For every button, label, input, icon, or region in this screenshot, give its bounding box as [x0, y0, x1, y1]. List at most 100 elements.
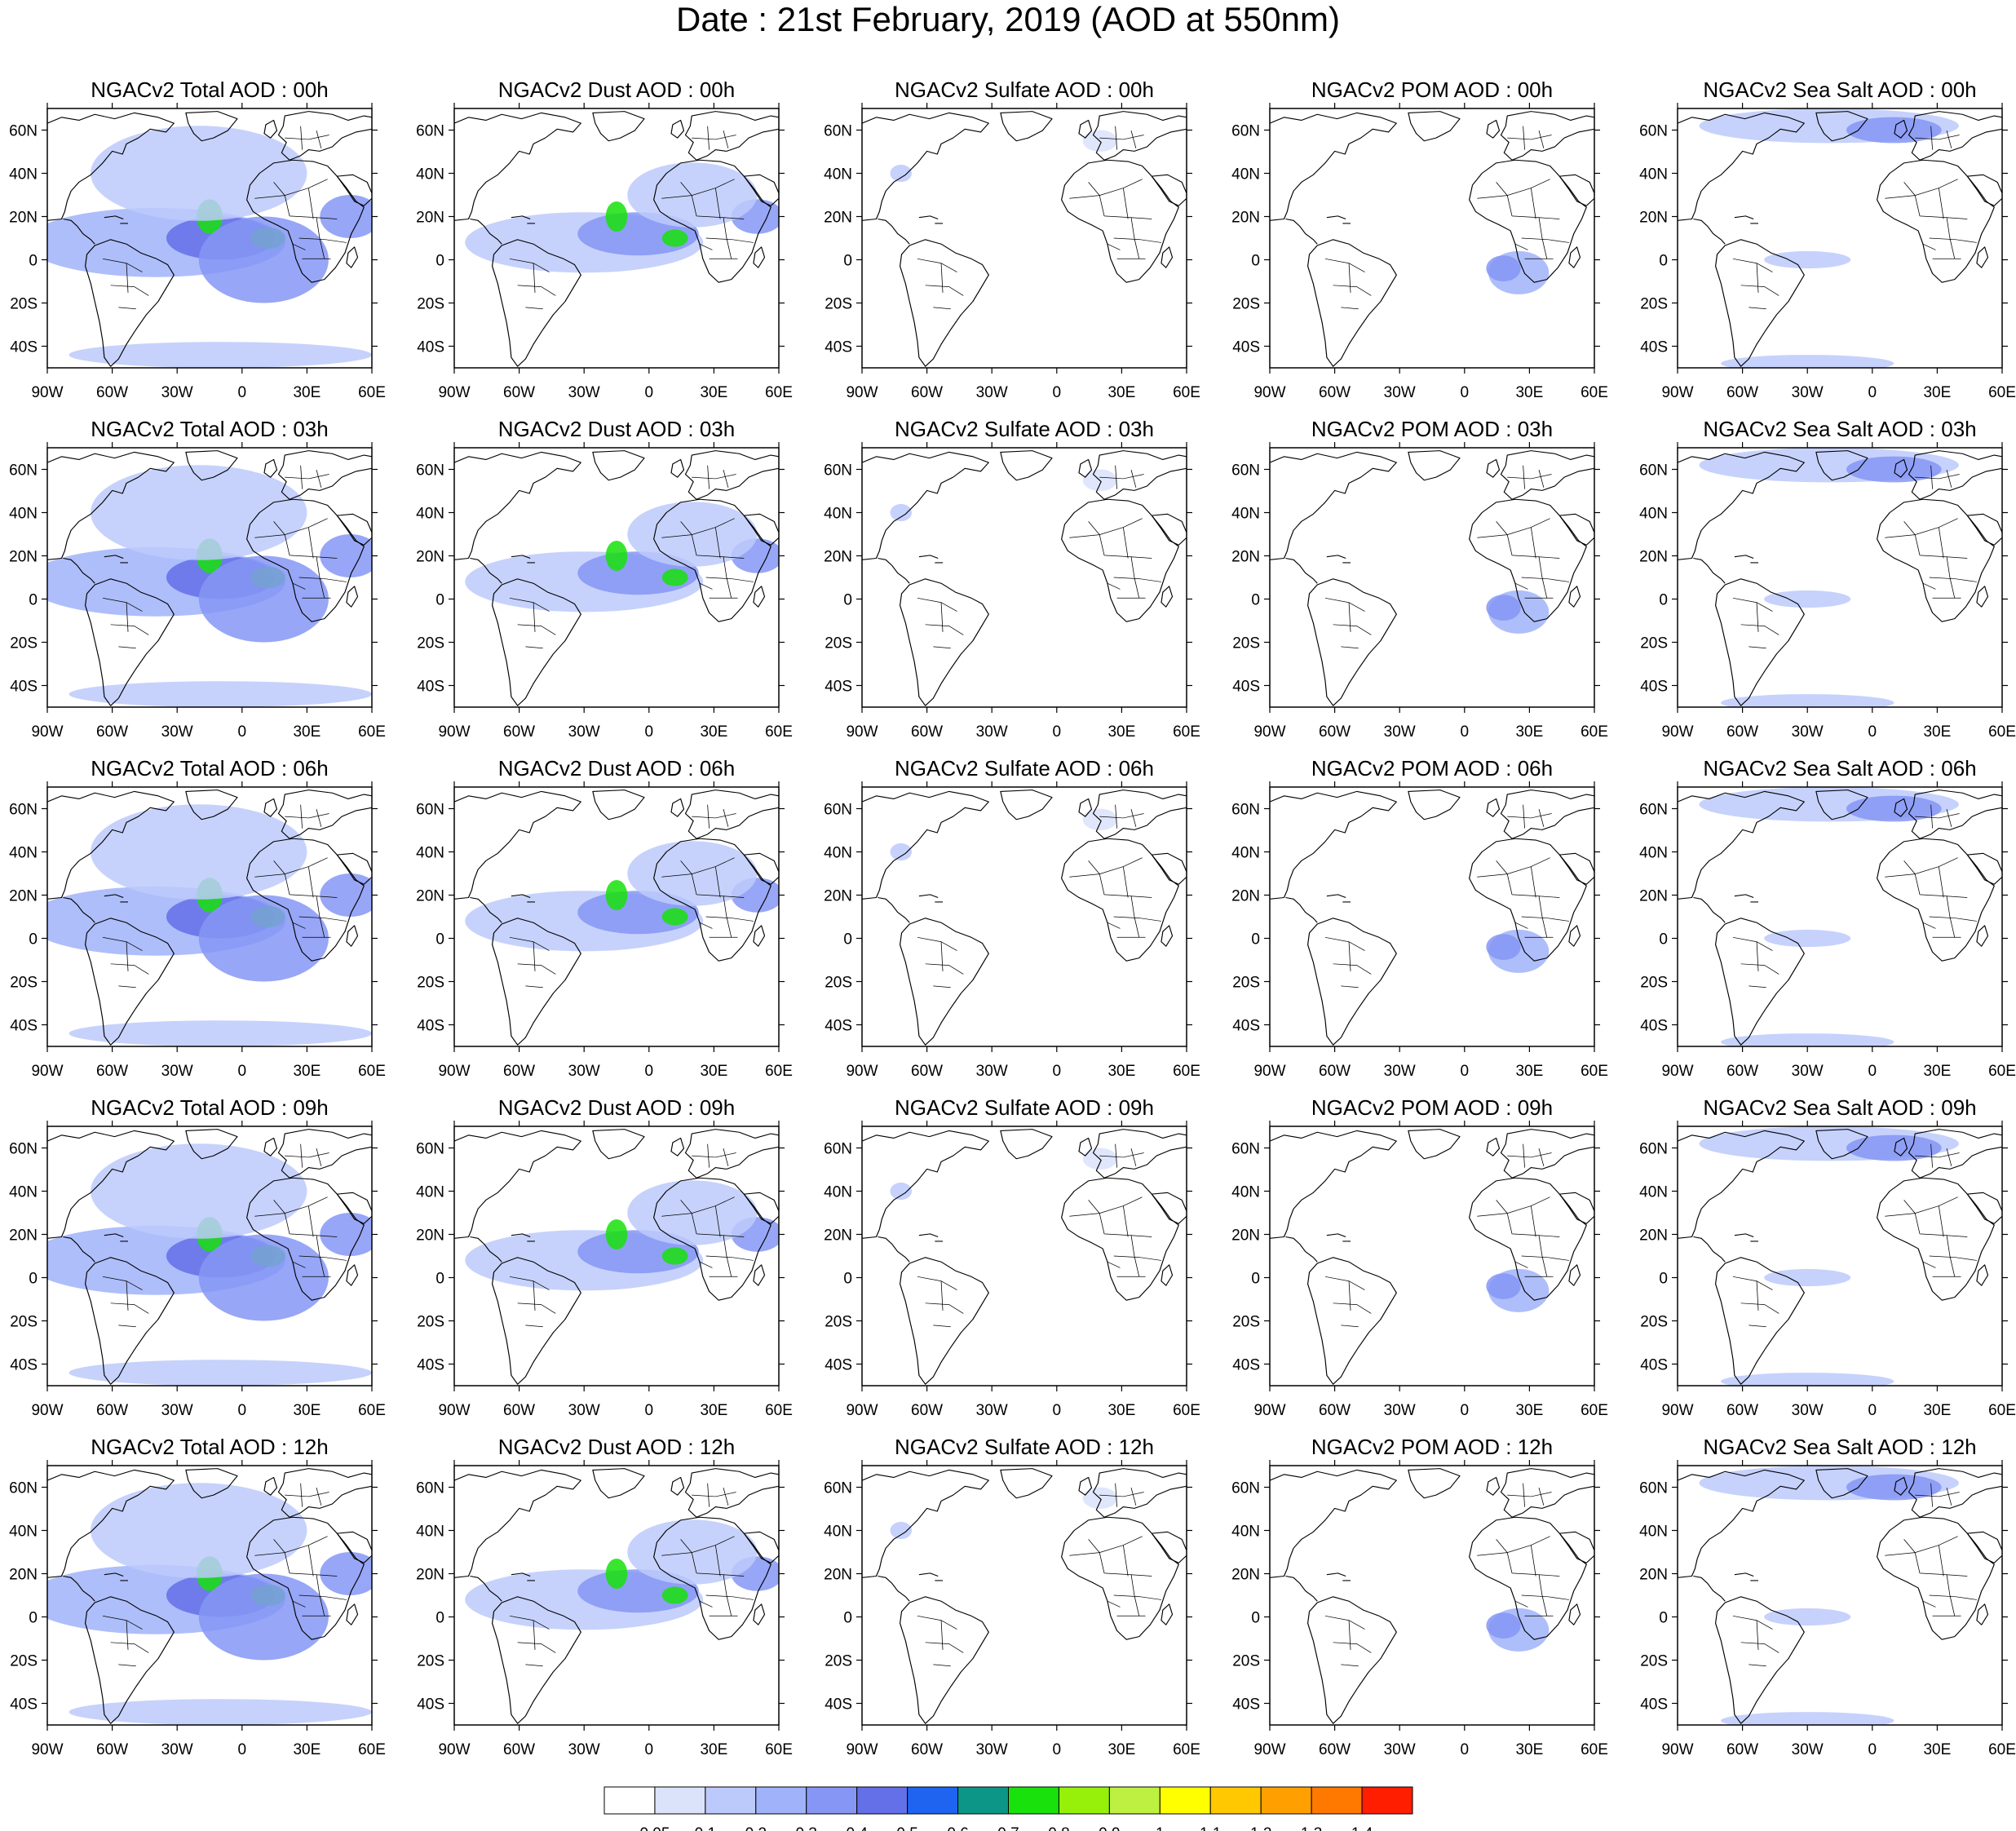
colorbar-label: 1	[1156, 1825, 1165, 1831]
lon-tick-label: 90W	[846, 1741, 878, 1758]
panel-title: NGACv2 Total AOD : 09h	[91, 1095, 328, 1120]
aerosol-plume	[1846, 1474, 1942, 1501]
aerosol-plume	[1486, 595, 1521, 621]
lon-tick-label: 30W	[1792, 1063, 1824, 1080]
lon-tick-label: 30W	[976, 1741, 1008, 1758]
lon-tick-label: 0	[1053, 1063, 1062, 1080]
lon-tick-label: 60W	[1319, 1402, 1351, 1419]
lat-tick-label: 40S	[10, 1018, 38, 1035]
lon-tick-label: 60W	[1319, 723, 1351, 741]
lon-tick-label: 30W	[1792, 384, 1824, 401]
aerosol-plume	[890, 1182, 913, 1201]
lat-tick-label: 40N	[1639, 1184, 1668, 1201]
lat-tick-label: 40N	[416, 845, 444, 862]
lat-tick-label: 40N	[824, 845, 852, 862]
lon-tick-label: 60W	[1726, 1063, 1758, 1080]
aerosol-plume	[91, 804, 307, 900]
lat-tick-label: 20S	[825, 1653, 852, 1670]
panel-title: NGACv2 Total AOD : 00h	[91, 77, 328, 102]
colorbar-box	[1209, 1786, 1262, 1815]
lon-tick-label: 0	[1868, 1063, 1877, 1080]
aerosol-plume	[627, 1519, 758, 1585]
lat-tick-label: 40N	[9, 166, 38, 184]
aerosol-plume	[91, 1143, 307, 1239]
colorbar-label: 0.4	[846, 1825, 868, 1831]
aerosol-plume	[605, 879, 628, 911]
colorbar-box	[1311, 1786, 1363, 1815]
lat-tick-label: 40N	[9, 1524, 38, 1541]
lat-tick-label: 20N	[1231, 210, 1260, 227]
lat-tick-label: 60N	[824, 123, 852, 140]
aerosol-plume	[890, 503, 913, 522]
lat-tick-label: 60N	[9, 1141, 38, 1158]
lat-tick-label: 20N	[416, 1227, 444, 1245]
lon-tick-label: 60E	[1988, 723, 2016, 741]
lon-tick-label: 30E	[293, 1741, 321, 1758]
aerosol-plume	[1764, 929, 1851, 948]
lon-tick-label: 60E	[765, 1402, 793, 1419]
panel-title: NGACv2 Dust AOD : 06h	[498, 756, 735, 781]
panel-title: NGACv2 Sea Salt AOD : 03h	[1703, 417, 1976, 441]
lon-tick-label: 60E	[1581, 384, 1608, 401]
lat-tick-label: 0	[1251, 592, 1260, 609]
lat-tick-label: 40N	[1231, 1184, 1260, 1201]
lon-tick-label: 30E	[293, 1402, 321, 1419]
map-frame	[46, 1126, 373, 1387]
lon-tick-label: 60E	[1173, 1063, 1200, 1080]
lat-tick-label: 40N	[1231, 1524, 1260, 1541]
lon-tick-label: 90W	[438, 723, 470, 741]
lon-tick-label: 30W	[568, 1741, 600, 1758]
lat-tick-label: 0	[1659, 931, 1668, 949]
colorbar-label: 1.1	[1200, 1825, 1221, 1831]
lat-tick-label: 40S	[825, 679, 852, 696]
aerosol-plume	[1764, 250, 1851, 269]
lat-tick-label: 60N	[824, 1141, 852, 1158]
map-frame	[453, 108, 780, 369]
lat-tick-label: 60N	[9, 123, 38, 140]
lon-tick-label: 0	[238, 723, 247, 741]
lon-tick-label: 60E	[1988, 384, 2016, 401]
lat-tick-label: 20S	[10, 975, 38, 992]
lat-tick-label: 0	[29, 1271, 38, 1288]
lon-tick-label: 0	[1461, 1063, 1470, 1080]
lon-tick-label: 60E	[358, 1741, 386, 1758]
aerosol-plume	[1721, 694, 1894, 707]
lon-tick-label: 60E	[1173, 384, 1200, 401]
lat-tick-label: 60N	[9, 802, 38, 819]
aerosol-plume	[890, 1521, 913, 1540]
lon-tick-label: 90W	[1253, 1402, 1285, 1419]
lon-tick-label: 30E	[1107, 1741, 1135, 1758]
aerosol-plume	[627, 1180, 758, 1245]
lat-tick-label: 60N	[416, 1480, 444, 1497]
lat-tick-label: 0	[435, 1610, 444, 1627]
lon-tick-label: 90W	[1253, 1063, 1285, 1080]
lat-tick-label: 20N	[824, 1567, 852, 1584]
figure-title: Date : 21st February, 2019 (AOD at 550nm…	[676, 0, 1340, 38]
map-frame	[861, 1126, 1187, 1387]
lat-tick-label: 0	[29, 253, 38, 270]
lon-tick-label: 30E	[1923, 1741, 1951, 1758]
aerosol-plume	[69, 342, 372, 368]
map-frame	[861, 786, 1187, 1047]
lat-tick-label: 0	[843, 1271, 852, 1288]
lat-tick-label: 60N	[1231, 802, 1260, 819]
lon-tick-label: 60E	[358, 1063, 386, 1080]
lon-tick-label: 60W	[1319, 384, 1351, 401]
map-panel: NGACv2 Sea Salt AOD : 03h 90W 60W 30W 0 30E 60…	[1639, 417, 2016, 741]
map-panel: NGACv2 Sulfate AOD : 03h 90W 60W 30W 0 30E 60E…	[824, 417, 1200, 741]
lon-tick-label: 90W	[31, 723, 63, 741]
lon-tick-label: 30W	[568, 723, 600, 741]
colorbar-box	[1361, 1786, 1413, 1815]
map-frame	[46, 1465, 373, 1726]
lon-tick-label: 60W	[96, 1402, 128, 1419]
lat-tick-label: 20S	[417, 296, 444, 313]
map-panel: NGACv2 Sea Salt AOD : 12h 90W 60W 30W 0 30E 60…	[1639, 1435, 2016, 1758]
lon-tick-label: 90W	[31, 1063, 63, 1080]
lat-tick-label: 20S	[1640, 635, 1668, 652]
lon-tick-label: 30W	[1384, 384, 1416, 401]
lat-tick-label: 20N	[824, 549, 852, 566]
lon-tick-label: 90W	[438, 1063, 470, 1080]
lat-tick-label: 0	[843, 592, 852, 609]
aerosol-plume	[890, 843, 913, 861]
lat-tick-label: 20N	[9, 210, 38, 227]
